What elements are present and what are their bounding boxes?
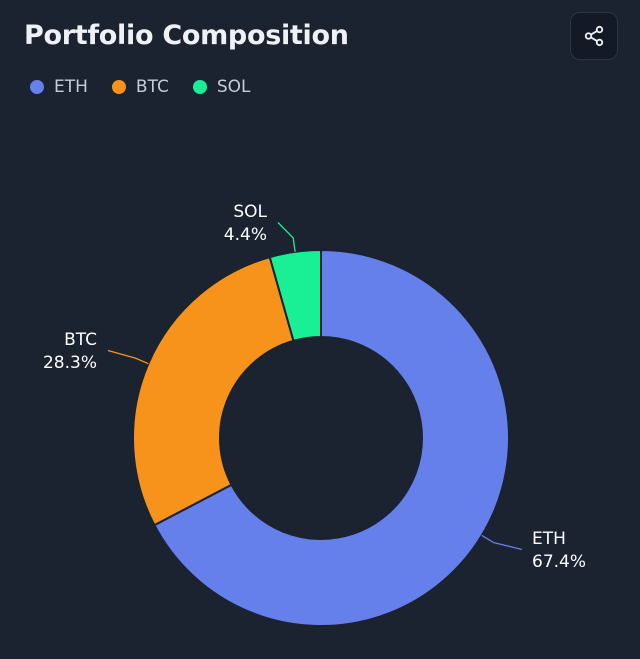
slice-value-sol: 4.4% <box>224 225 267 245</box>
legend-swatch-sol <box>192 80 207 94</box>
legend-label-eth: ETH <box>54 77 88 97</box>
legend-swatch-btc <box>111 80 126 94</box>
legend-label-sol: SOL <box>216 77 251 97</box>
leader-line-btc <box>107 349 149 365</box>
legend-item-eth[interactable]: ETH <box>30 77 88 97</box>
slice-value-eth: 67.4% <box>532 552 586 572</box>
chart-title: Portfolio Composition <box>24 20 349 51</box>
slice-label-sol: SOL <box>233 202 267 222</box>
legend-item-sol[interactable]: SOL <box>192 77 251 97</box>
legend-swatch-eth <box>30 80 44 94</box>
legend: ETH BTC SOL <box>30 77 251 97</box>
slice-label-btc: BTC <box>64 330 97 350</box>
slice-value-btc: 28.3% <box>43 353 97 373</box>
legend-item-btc[interactable]: BTC <box>111 77 169 97</box>
share-icon <box>584 25 604 47</box>
leader-line-sol <box>277 222 296 252</box>
slice-sol[interactable] <box>268 248 322 343</box>
slice-btc[interactable] <box>132 255 295 527</box>
slice-label-eth: ETH <box>532 529 566 549</box>
slice-eth[interactable] <box>153 248 510 627</box>
share-button[interactable] <box>570 12 618 60</box>
legend-label-btc: BTC <box>135 77 169 97</box>
leader-line-eth <box>481 534 523 551</box>
